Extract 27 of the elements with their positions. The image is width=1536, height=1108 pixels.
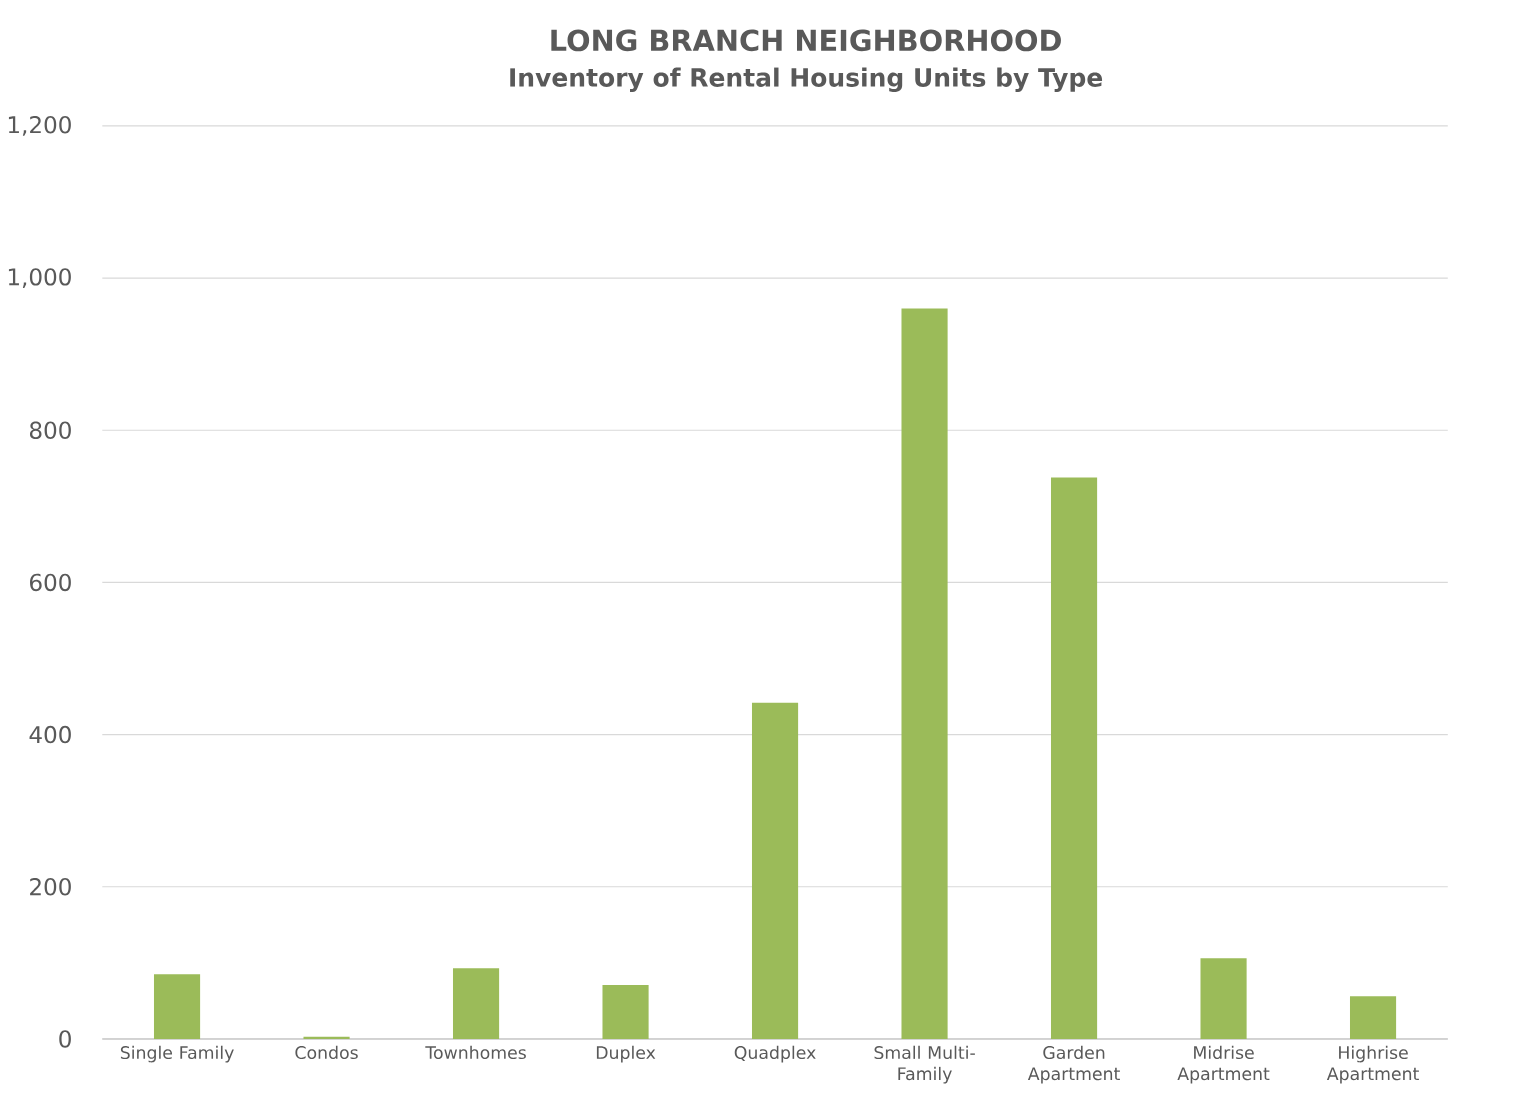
y-tick-label: 400 (29, 725, 71, 744)
x-tick-label: Highrise Apartment (1326, 1045, 1419, 1084)
x-tick-label: Garden Apartment (1027, 1045, 1120, 1084)
y-tick-label: 800 (29, 421, 71, 439)
x-tick-label: Midrise Apartment (1177, 1045, 1270, 1084)
y-tick-label: 1,000 (8, 268, 71, 288)
bar (452, 968, 500, 1039)
bar (602, 984, 649, 1039)
bar (1349, 996, 1397, 1039)
x-tick-label: Quadplex (734, 1045, 816, 1063)
bar (751, 702, 799, 1039)
bar (303, 1036, 350, 1039)
x-tick-label: Single Family (120, 1045, 234, 1063)
x-tick-label: Small Multi-Family (874, 1045, 975, 1084)
bar (901, 308, 948, 1039)
bar (1050, 477, 1098, 1039)
y-tick-label: 0 (59, 1030, 71, 1048)
chart-title: LONG BRANCH NEIGHBORHOOD (551, 29, 1061, 52)
y-tick-label: 600 (30, 573, 71, 592)
bar (153, 974, 201, 1039)
y-tick-label: 1,200 (8, 115, 71, 136)
chart-subtitle: Inventory of Rental Housing Units by Type (510, 67, 1103, 92)
x-tick-label: Duplex (596, 1045, 656, 1063)
x-tick-label: Townhomes (425, 1045, 526, 1060)
y-tick-label: 200 (30, 877, 71, 896)
bar (1200, 958, 1247, 1039)
x-tick-label: Condos (295, 1045, 358, 1060)
